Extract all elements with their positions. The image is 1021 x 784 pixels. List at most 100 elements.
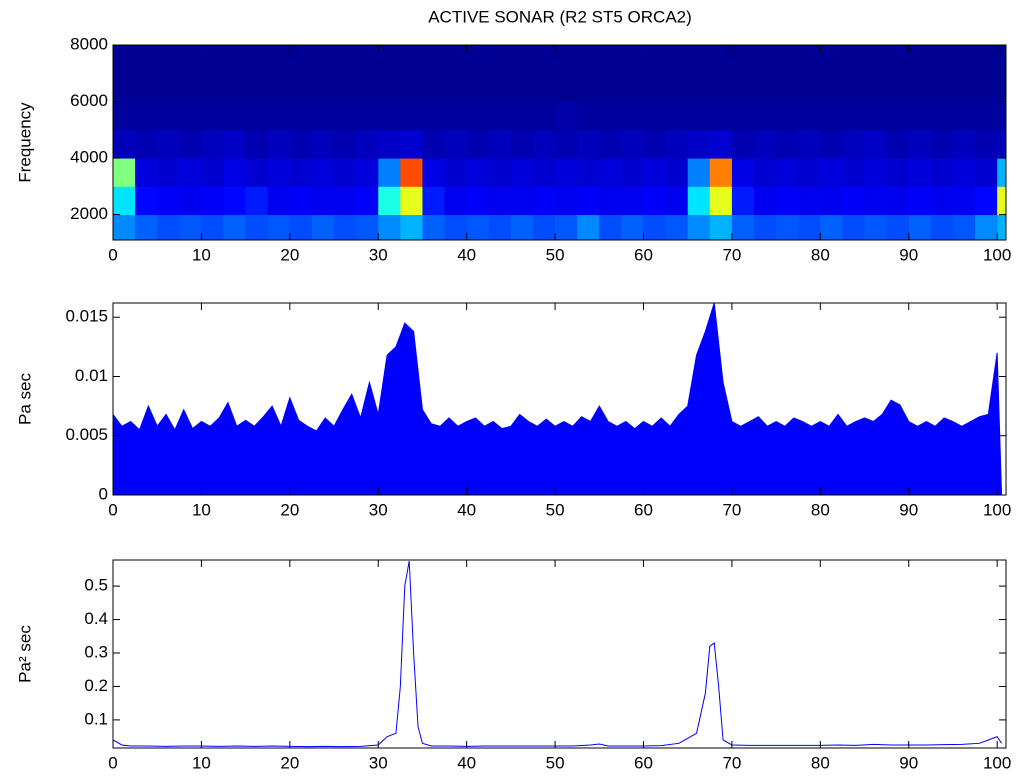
heat-cell <box>930 158 954 187</box>
heat-cell <box>798 101 821 131</box>
heat-cell <box>334 129 357 159</box>
x-tick-label: 100 <box>983 245 1011 264</box>
heat-cell <box>952 158 976 187</box>
heat-cell <box>577 101 600 131</box>
heat-cell <box>555 129 578 159</box>
heat-cell <box>776 45 799 74</box>
x-tick-label: 30 <box>369 500 388 519</box>
heat-cell <box>754 129 777 159</box>
heat-cell <box>798 186 821 216</box>
x-tick-label: 10 <box>192 500 211 519</box>
heat-cell <box>952 214 976 240</box>
heat-cell <box>311 101 335 131</box>
heat-cell <box>997 73 1006 103</box>
heat-cell <box>842 129 866 159</box>
heat-cell <box>709 101 733 131</box>
heat-cell <box>466 45 490 74</box>
heat-cell <box>643 158 667 187</box>
heat-cell <box>930 45 954 74</box>
heat-cell <box>356 186 379 216</box>
heat-cell <box>599 129 622 159</box>
heat-cell <box>488 214 512 240</box>
heat-cell <box>135 73 158 103</box>
heat-cell <box>422 101 446 131</box>
heat-cell <box>864 214 888 240</box>
heat-cell <box>378 45 401 74</box>
heat-cell <box>997 45 1006 74</box>
y-axis-label: Frequency <box>15 102 34 183</box>
heat-cell <box>311 73 335 103</box>
heat-cell <box>113 158 136 187</box>
heat-cell <box>665 129 689 159</box>
heat-cell <box>731 73 755 103</box>
heat-cell <box>135 214 158 240</box>
heat-cell <box>201 73 225 103</box>
heat-cell <box>179 101 202 131</box>
heat-cell <box>444 214 468 240</box>
heat-cell <box>908 73 932 103</box>
heat-cell <box>975 45 998 74</box>
heat-cell <box>223 186 247 216</box>
heat-cell <box>842 186 866 216</box>
heat-cell <box>510 214 534 240</box>
heat-cell <box>289 129 313 159</box>
heat-cell <box>201 214 225 240</box>
heat-cell <box>179 158 202 187</box>
heat-cell <box>356 45 379 74</box>
heat-cell <box>223 101 247 131</box>
heat-cell <box>201 101 225 131</box>
heat-cell <box>311 186 335 216</box>
heat-cell <box>952 129 976 159</box>
heat-cell <box>997 186 1006 216</box>
plot-area <box>113 303 1003 495</box>
heat-cell <box>267 214 291 240</box>
heat-cell <box>908 101 932 131</box>
heat-cell <box>930 214 954 240</box>
heat-cell <box>488 129 512 159</box>
heat-cell <box>842 158 866 187</box>
heat-cell <box>665 45 689 74</box>
heat-cell <box>886 158 910 187</box>
heat-cell <box>510 158 534 187</box>
heat-cell <box>532 45 556 74</box>
plot-area <box>113 45 1006 240</box>
heat-cell <box>975 214 998 240</box>
heat-cell <box>179 45 202 74</box>
heat-cell <box>577 214 600 240</box>
heat-cell <box>532 101 556 131</box>
heat-cell <box>687 73 711 103</box>
heat-cell <box>400 101 423 131</box>
heat-cell <box>798 45 821 74</box>
heat-cell <box>952 45 976 74</box>
heat-cell <box>754 158 777 187</box>
heat-cell <box>510 73 534 103</box>
heat-cell <box>886 73 910 103</box>
x-tick-label: 20 <box>280 500 299 519</box>
x-tick-label: 70 <box>722 753 741 772</box>
heat-cell <box>488 45 512 74</box>
heat-cell <box>776 73 799 103</box>
heat-cell <box>179 129 202 159</box>
heat-cell <box>378 73 401 103</box>
x-tick-label: 90 <box>899 753 918 772</box>
heat-cell <box>577 45 600 74</box>
axes-box <box>112 44 1007 241</box>
heat-cell <box>731 214 755 240</box>
heat-cell <box>709 158 733 187</box>
heat-cell <box>754 101 777 131</box>
heat-cell <box>555 158 578 187</box>
heat-cell <box>643 214 667 240</box>
heat-cell <box>731 129 755 159</box>
x-tick-label: 60 <box>634 753 653 772</box>
heat-cell <box>532 158 556 187</box>
heat-cell <box>997 214 1006 240</box>
heat-cell <box>267 129 291 159</box>
heat-cell <box>555 73 578 103</box>
heat-cell <box>245 45 269 74</box>
heat-cell <box>444 45 468 74</box>
heat-cell <box>555 214 578 240</box>
heat-cell <box>245 186 269 216</box>
heat-cell <box>621 158 644 187</box>
heat-cell <box>488 186 512 216</box>
